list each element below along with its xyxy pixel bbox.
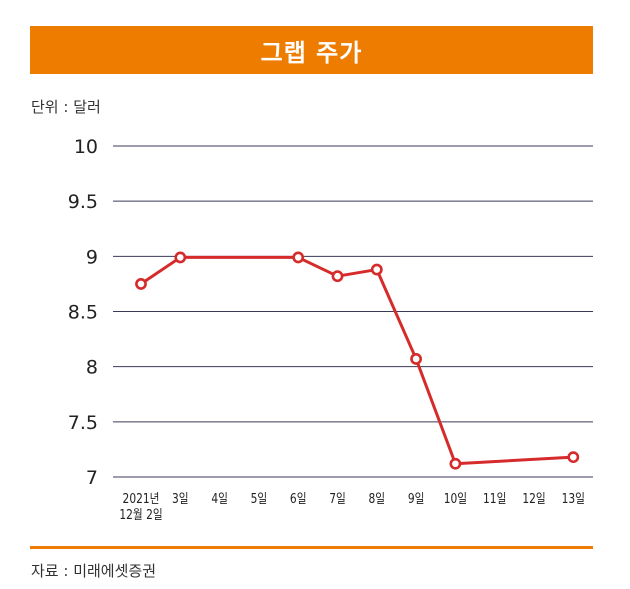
chart-title-bar: 그랩 주가 (30, 26, 593, 74)
y-tick-label: 10 (74, 136, 98, 158)
y-tick-label: 8 (86, 357, 98, 379)
source-label: 자료 : 미래에셋증권 (31, 562, 156, 580)
x-tick-label: 8일 (369, 491, 386, 506)
series-line (140, 255, 574, 466)
y-tick-label: 9 (86, 246, 98, 268)
x-tick-label: 3일 (172, 491, 189, 506)
x-tick-label-line: 8일 (369, 491, 386, 506)
y-tick-label: 8.5 (68, 302, 98, 324)
source-divider (30, 546, 593, 549)
y-tick-label: 7.5 (68, 412, 98, 434)
x-tick-label-line: 6일 (290, 491, 307, 506)
y-tick-label: 7 (86, 467, 98, 489)
x-tick-label: 7일 (329, 491, 346, 506)
x-tick-label: 13일 (562, 491, 585, 506)
chart-title: 그랩 주가 (260, 38, 363, 67)
y-tick-label: 9.5 (68, 191, 98, 213)
data-point (410, 353, 422, 365)
x-tick-label-line: 11일 (483, 491, 506, 506)
x-tick-label: 2021년 12월 2일 (119, 491, 162, 522)
x-tick-label-line: 5일 (251, 491, 268, 506)
unit-label: 단위 : 달러 (31, 98, 101, 116)
x-tick-label-line: 13일 (562, 491, 585, 506)
x-tick-label-line: 12일 (522, 491, 545, 506)
x-tick-label: 5일 (251, 491, 268, 506)
x-tick-label: 6일 (290, 491, 307, 506)
x-tick-label: 10일 (444, 491, 467, 506)
x-tick-label-line: 2021년 (123, 491, 160, 506)
x-tick-label-line: 4일 (211, 491, 228, 506)
data-point (135, 278, 147, 290)
x-tick-label-line: 7일 (329, 491, 346, 506)
data-point (331, 270, 344, 283)
x-tick-label-line: 10일 (444, 491, 467, 506)
data-point (567, 451, 580, 464)
x-tick-label-line: 9일 (408, 491, 425, 506)
x-tick-label: 11일 (483, 491, 506, 506)
data-point (174, 251, 187, 264)
x-tick-label-line: 12월 2일 (119, 507, 162, 522)
x-tick-label: 9일 (408, 491, 425, 506)
x-tick-label: 12일 (522, 491, 545, 506)
data-point (449, 457, 462, 470)
x-tick-label-line: 3일 (172, 491, 189, 506)
x-tick-label: 4일 (211, 491, 228, 506)
data-point (370, 263, 383, 276)
data-point (292, 251, 305, 264)
